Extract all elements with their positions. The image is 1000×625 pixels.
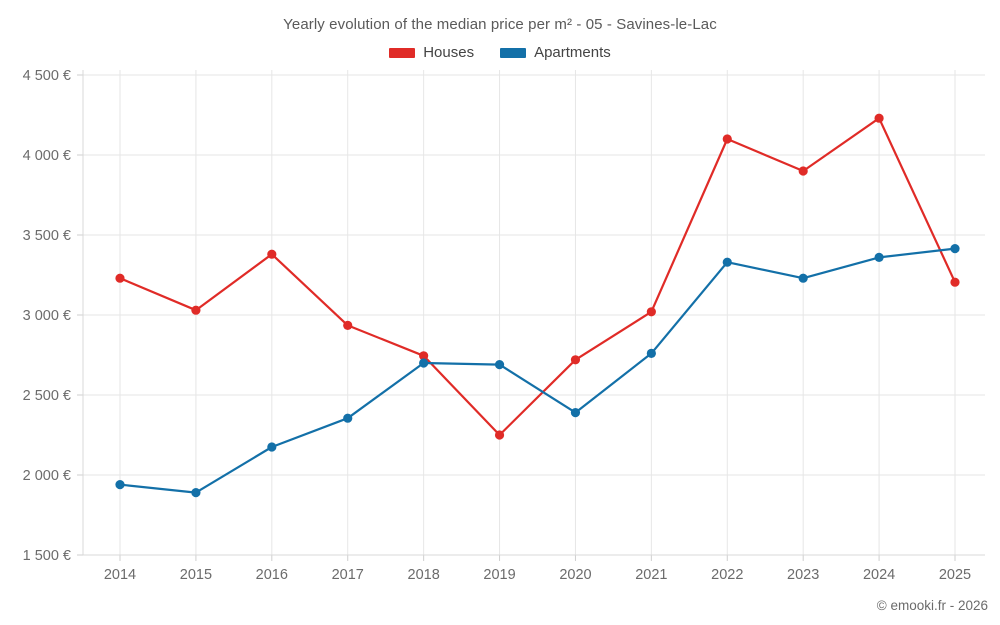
series-apartments bbox=[115, 244, 960, 498]
legend-label-apartments: Apartments bbox=[534, 44, 611, 61]
data-point[interactable] bbox=[874, 252, 884, 262]
y-axis-tick-label: 2 000 € bbox=[23, 468, 71, 484]
x-axis-tick-label: 2023 bbox=[787, 567, 819, 583]
data-point[interactable] bbox=[267, 442, 277, 452]
x-axis-tick-label: 2018 bbox=[408, 567, 440, 583]
y-axis-tick-label: 4 500 € bbox=[23, 68, 71, 84]
data-point[interactable] bbox=[722, 134, 732, 144]
data-point[interactable] bbox=[646, 348, 656, 358]
data-point[interactable] bbox=[950, 244, 960, 254]
x-axis-tick-label: 2017 bbox=[332, 567, 364, 583]
y-axis-tick-label: 2 500 € bbox=[23, 388, 71, 404]
data-point[interactable] bbox=[191, 305, 201, 315]
legend-label-houses: Houses bbox=[423, 44, 475, 61]
x-axis-tick-label: 2016 bbox=[256, 567, 288, 583]
legend-item-apartments[interactable]: Apartments bbox=[500, 44, 611, 61]
legend-item-houses[interactable]: Houses bbox=[389, 44, 474, 61]
data-point[interactable] bbox=[494, 430, 505, 440]
x-axis-tick-label: 2025 bbox=[939, 567, 971, 583]
series-line bbox=[118, 117, 957, 437]
data-point[interactable] bbox=[191, 488, 201, 498]
data-point[interactable] bbox=[343, 413, 353, 423]
data-point[interactable] bbox=[419, 358, 429, 368]
chart-legend: Houses Apartments bbox=[0, 44, 1000, 61]
x-axis-tick-label: 2015 bbox=[180, 567, 212, 583]
data-point[interactable] bbox=[874, 113, 884, 123]
gridlines: 1 500 € 2 000 € 2 500 € 3 000 € 3 500 € 4 000… bbox=[23, 68, 985, 583]
data-point[interactable] bbox=[267, 249, 277, 259]
data-point[interactable] bbox=[646, 307, 656, 317]
data-point[interactable] bbox=[115, 273, 125, 283]
footer-copyright: © emooki.fr - 2026 bbox=[876, 598, 988, 613]
x-axis-tick-label: 2020 bbox=[559, 567, 591, 583]
legend-swatch-houses bbox=[389, 47, 416, 58]
x-axis-tick-label: 2022 bbox=[711, 567, 743, 583]
data-point[interactable] bbox=[343, 320, 353, 330]
y-axis-tick-label: 1 500 € bbox=[23, 548, 71, 564]
data-point[interactable] bbox=[570, 355, 581, 365]
x-axis-tick-label: 2021 bbox=[635, 567, 667, 583]
x-axis-tick-label: 2019 bbox=[483, 567, 515, 583]
x-axis-tick-label: 2024 bbox=[863, 567, 895, 583]
data-point[interactable] bbox=[722, 257, 732, 267]
data-point[interactable] bbox=[798, 273, 808, 283]
data-point[interactable] bbox=[798, 166, 808, 176]
y-axis-tick-label: 3 000 € bbox=[23, 308, 71, 324]
y-axis-tick-label: 3 500 € bbox=[23, 228, 71, 244]
series-houses bbox=[115, 113, 960, 440]
y-axis-tick-label: 4 000 € bbox=[23, 148, 71, 164]
chart-title: Yearly evolution of the median price per… bbox=[283, 16, 717, 33]
legend-swatch-apartments bbox=[500, 47, 527, 58]
data-point[interactable] bbox=[950, 277, 960, 287]
x-axis-tick-label: 2014 bbox=[104, 567, 136, 583]
data-point[interactable] bbox=[494, 360, 505, 370]
series-line bbox=[118, 247, 957, 494]
data-point[interactable] bbox=[115, 480, 125, 490]
data-point[interactable] bbox=[419, 351, 429, 361]
data-point[interactable] bbox=[570, 408, 581, 418]
